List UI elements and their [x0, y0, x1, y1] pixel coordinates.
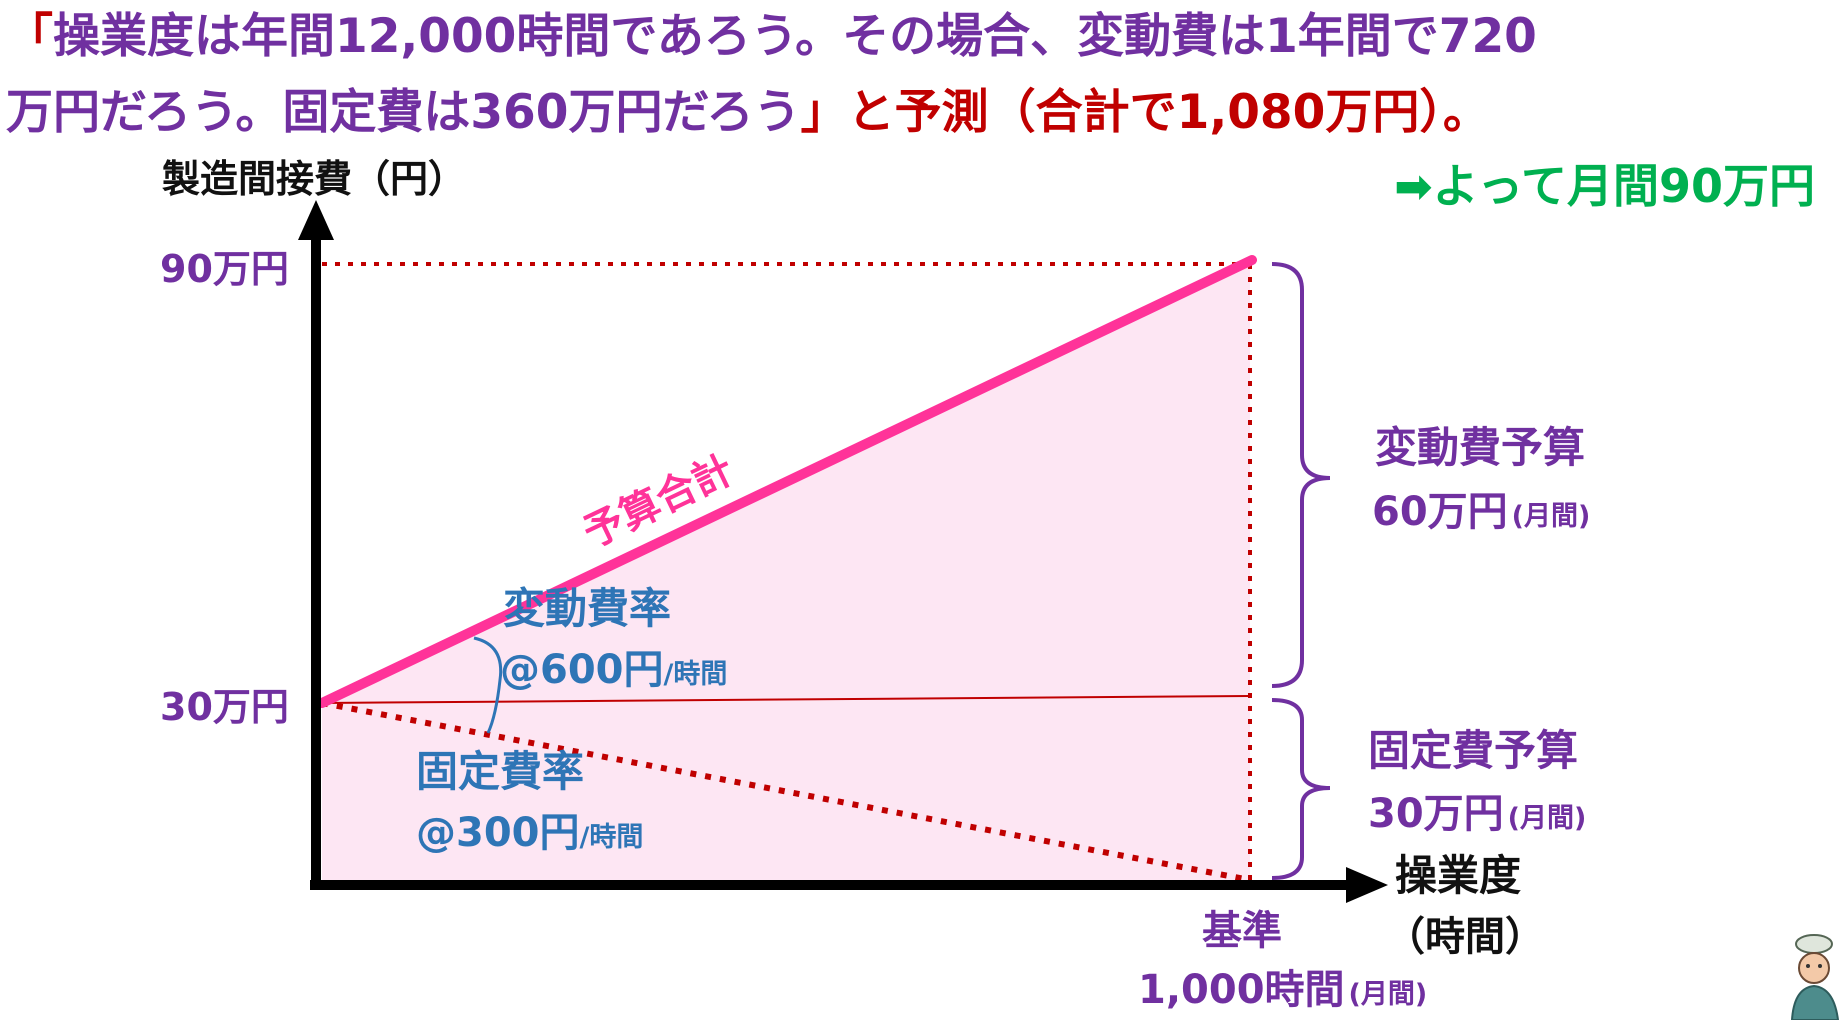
header-close-bracket: 」 — [801, 85, 848, 140]
header-line-2-suffix: と予測（合計で1,080万円）。 — [848, 85, 1490, 140]
y-tick-90man: 90万円 — [160, 247, 289, 291]
baseline-label: 基準 — [1202, 908, 1282, 954]
variable-rate-title: 変動費率 — [503, 584, 671, 633]
fixed-budget-amount: 30万円 — [1368, 791, 1504, 837]
variable-budget-brace — [1271, 262, 1331, 688]
header-line-2-text: 万円だろう。固定費は360万円だろう — [6, 85, 801, 140]
variable-rate-amount: @600円 — [500, 647, 664, 693]
budget-shaded-area — [322, 260, 1250, 880]
fixed-budget-title: 固定費予算 — [1368, 726, 1578, 775]
header-line-2: 万円だろう。固定費は360万円だろう」と予測（合計で1,080万円）。 — [6, 85, 1490, 140]
baseline-hours: 1,000時間 — [1138, 967, 1345, 1013]
fixed-rate-title: 固定費率 — [416, 747, 584, 796]
variable-rate-brace — [473, 636, 503, 734]
fixed-rate-value: @300円/時間 — [416, 810, 643, 856]
x-axis-title: 操業度 — [1395, 851, 1521, 900]
fixed-cost-line — [321, 695, 1251, 704]
y-axis-title: 製造間接費（円） — [162, 157, 466, 201]
fixed-budget-brace — [1271, 698, 1331, 880]
baseline-unit: (月間) — [1349, 979, 1428, 1010]
y-axis-arrow-icon — [298, 200, 334, 240]
x-axis-arrow-icon — [1346, 867, 1388, 903]
baseline-value: 1,000時間 (月間) — [1138, 967, 1427, 1013]
variable-rate-unit: /時間 — [664, 659, 728, 690]
fixed-budget-unit: (月間) — [1508, 803, 1587, 834]
header-open-bracket: 「 — [6, 9, 53, 64]
x-axis-unit: （時間） — [1385, 914, 1545, 960]
header-line-1-text: 操業度は年間12,000時間であろう。その場合、変動費は1年間で720 — [53, 9, 1537, 64]
variable-budget-unit: (月間) — [1512, 501, 1591, 532]
variable-rate-value: @600円/時間 — [500, 647, 727, 693]
y-tick-30man: 30万円 — [160, 685, 289, 729]
presenter-avatar — [1790, 930, 1840, 1020]
variable-budget-title: 変動費予算 — [1375, 423, 1585, 472]
budget-total-line — [317, 255, 1257, 708]
variable-budget-amount: 60万円 — [1372, 489, 1508, 535]
conclusion-text: ➡よって月間90万円 — [1394, 159, 1815, 213]
header-line-1: 「操業度は年間12,000時間であろう。その場合、変動費は1年間で720 — [6, 9, 1537, 64]
fixed-budget-value: 30万円 (月間) — [1368, 791, 1586, 837]
fixed-rate-amount: @300円 — [416, 810, 580, 856]
fixed-rate-unit: /時間 — [580, 822, 644, 853]
variable-budget-value: 60万円 (月間) — [1372, 489, 1590, 535]
